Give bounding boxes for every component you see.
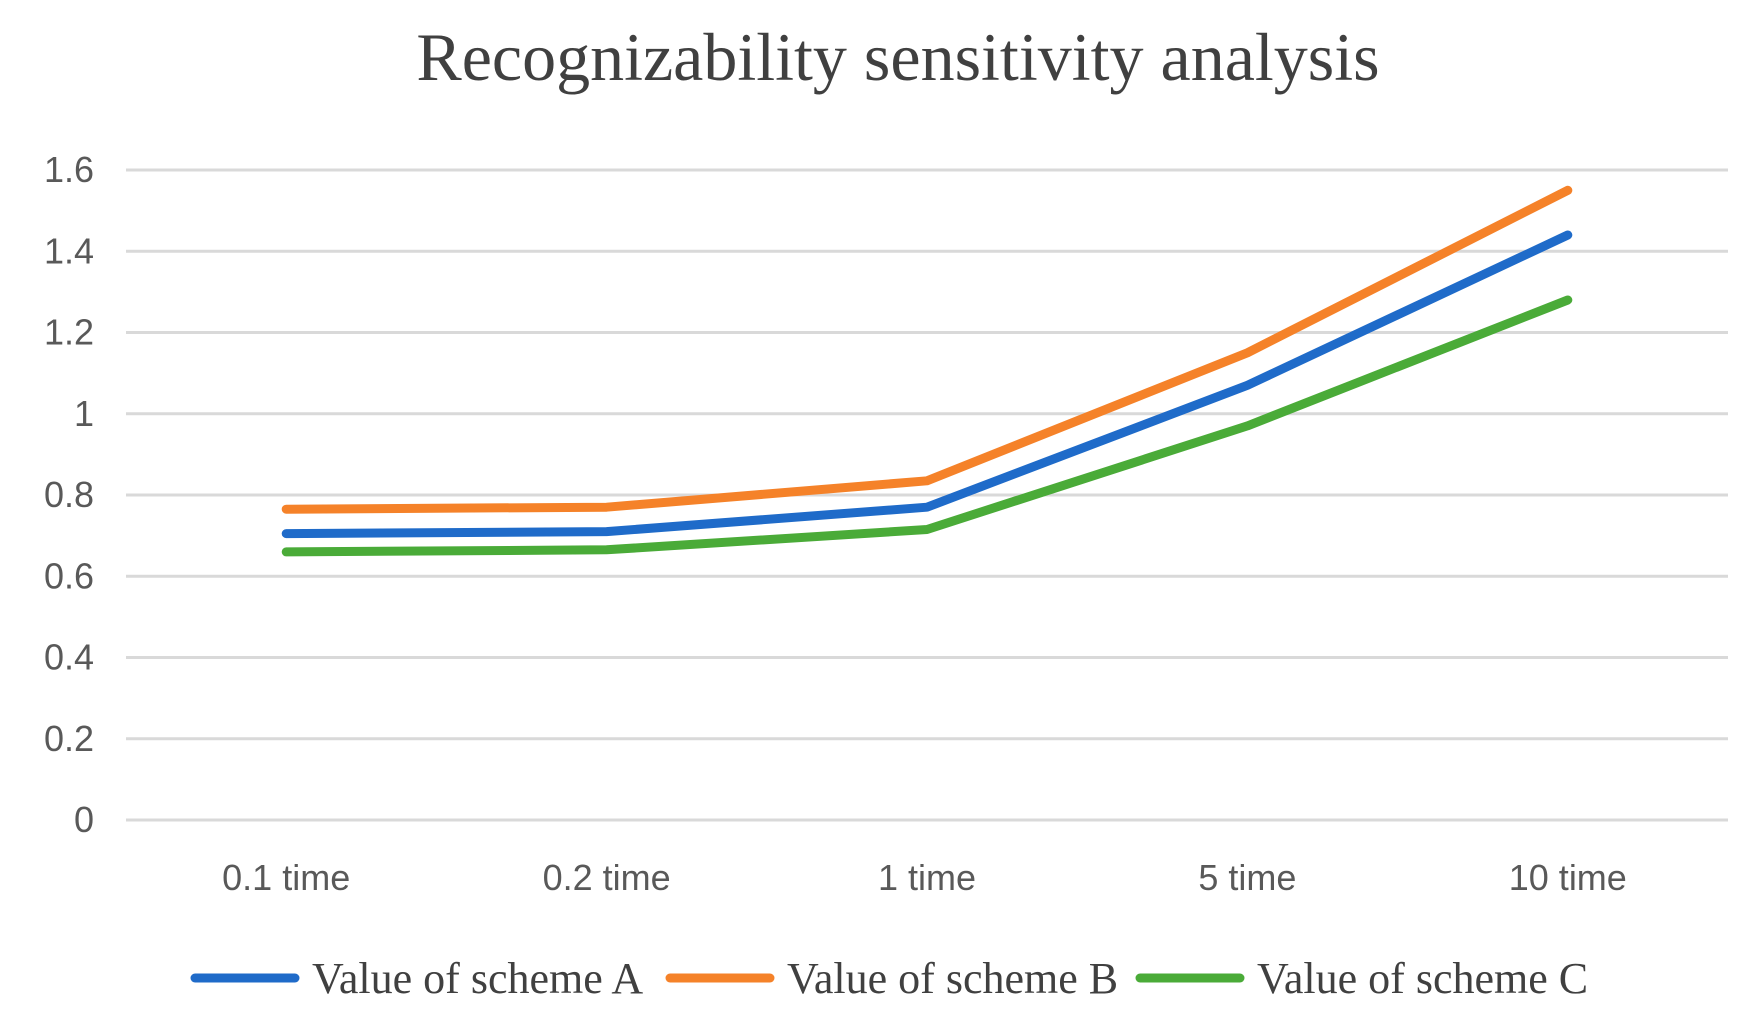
y-tick-label: 1.4 bbox=[44, 230, 94, 271]
series-line-a bbox=[281, 230, 1573, 539]
x-tick-label: 5 time bbox=[1198, 857, 1296, 898]
legend-label: Value of scheme A bbox=[312, 954, 643, 1003]
y-axis-ticks: 0 0.2 0.4 0.6 0.8 1 1.2 1.4 1.6 bbox=[44, 149, 94, 840]
gridlines bbox=[126, 168, 1728, 822]
y-tick-label: 0.8 bbox=[44, 474, 94, 515]
x-tick-label: 0.2 time bbox=[543, 857, 671, 898]
chart-title: Recognizability sensitivity analysis bbox=[416, 19, 1379, 95]
y-tick-label: 1.6 bbox=[44, 149, 94, 190]
x-tick-label: 1 time bbox=[878, 857, 976, 898]
y-tick-label: 0.4 bbox=[44, 637, 94, 678]
x-tick-label: 0.1 time bbox=[222, 857, 350, 898]
y-tick-label: 1 bbox=[74, 393, 94, 434]
series-lines bbox=[281, 185, 1573, 557]
y-tick-label: 0 bbox=[74, 799, 94, 840]
series-line-c bbox=[281, 295, 1573, 557]
y-tick-label: 1.2 bbox=[44, 312, 94, 353]
x-axis-ticks: 0.1 time 0.2 time 1 time 5 time 10 time bbox=[222, 857, 1627, 898]
x-tick-label: 10 time bbox=[1509, 857, 1627, 898]
legend: Value of scheme A Value of scheme B Value … bbox=[190, 954, 1588, 1003]
y-tick-label: 0.6 bbox=[44, 555, 94, 596]
legend-label: Value of scheme C bbox=[1257, 954, 1588, 1003]
series-line-b bbox=[281, 185, 1573, 514]
y-tick-label: 0.2 bbox=[44, 718, 94, 759]
legend-label: Value of scheme B bbox=[787, 954, 1118, 1003]
